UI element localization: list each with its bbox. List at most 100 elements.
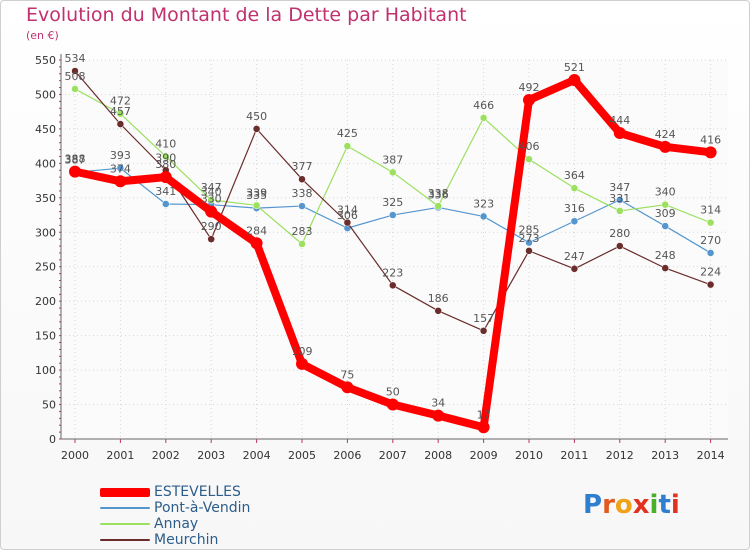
data-point-estevelles [659,140,672,153]
x-tick-label: 2012 [606,449,634,462]
plot-area [61,60,728,439]
x-tick-label: 2010 [515,449,543,462]
x-tick-label: 2006 [333,449,361,462]
data-label-pont-vendin: 340 [201,186,222,199]
data-label-pont-vendin: 341 [155,185,176,198]
x-tick-label: 2009 [470,449,498,462]
data-label-pont-vendin: 387 [65,153,86,166]
data-point-pont-vendin [162,200,170,208]
data-label-estevelles: 75 [340,368,354,381]
data-point-pont-vendin [116,164,125,172]
data-label-annay: 364 [564,169,585,182]
data-point-meurchin [298,175,306,183]
chart-legend: ESTEVELLES Pont-à-Vendin Annay Meurchin [100,484,250,548]
data-label-estevelles: 444 [609,114,630,127]
data-point-annay [616,207,624,215]
data-point-estevelles [568,73,581,86]
logo-letter: i [649,490,659,520]
data-point-annay [706,218,715,227]
data-point-annay [570,184,579,192]
data-point-annay [71,85,79,93]
data-label-estevelles: 17 [477,408,491,421]
data-point-annay [162,152,170,161]
data-point-annay [207,196,215,204]
data-point-pont-vendin [616,196,624,204]
x-tick-label: 2014 [697,449,725,462]
legend-item-annay: Annay [100,516,250,532]
data-label-estevelles: 284 [246,224,267,237]
data-point-estevelles [523,93,535,106]
data-point-estevelles [477,421,490,434]
data-label-pont-vendin: 338 [292,187,313,200]
data-point-pont-vendin [661,222,669,230]
legend-label-annay: Annay [154,516,199,532]
data-point-estevelles [205,205,218,218]
data-label-meurchin: 247 [564,250,585,263]
legend-item-estevelles: ESTEVELLES [100,484,250,500]
data-label-annay: 410 [155,137,176,150]
data-point-meurchin [661,264,669,272]
data-point-annay [525,155,533,163]
data-label-meurchin: 248 [655,249,676,262]
data-point-meurchin [343,218,352,227]
data-label-annay: 425 [337,127,358,140]
x-tick-label: 2008 [424,449,452,462]
logo-letter: t [658,490,671,520]
x-tick-label: 2011 [560,449,588,462]
data-label-estevelles: 388 [65,153,86,166]
data-point-pont-vendin [570,217,579,225]
logo-letter: r [602,490,615,520]
data-label-annay: 339 [246,186,267,199]
data-point-pont-vendin [525,238,533,247]
data-point-annay [479,114,488,122]
data-label-annay: 338 [428,187,449,200]
data-label-meurchin: 457 [110,105,131,118]
data-label-pont-vendin: 335 [246,189,267,202]
data-point-meurchin [706,280,715,289]
data-point-annay [252,201,261,210]
logo-letter: o [614,490,633,520]
data-label-pont-vendin: 323 [473,197,494,210]
legend-item-meurchin: Meurchin [100,532,250,548]
data-point-meurchin [71,67,79,75]
data-point-meurchin [252,125,261,133]
data-label-meurchin: 390 [155,151,176,164]
data-point-annay [116,109,125,118]
proxiti-logo: Proxiti [583,490,680,520]
legend-label-pont-a-vendin: Pont-à-Vendin [154,500,251,516]
y-tick-label: 350 [35,192,56,205]
data-label-annay: 387 [382,153,403,166]
data-label-meurchin: 157 [473,312,494,325]
data-point-annay [434,202,442,210]
data-label-annay: 347 [201,181,222,194]
data-label-pont-vendin: 309 [655,207,676,220]
data-label-meurchin: 450 [246,110,267,123]
data-label-meurchin: 224 [700,266,721,279]
data-label-meurchin: 290 [201,220,222,233]
data-label-meurchin: 314 [337,204,358,217]
data-point-estevelles [296,357,308,370]
data-point-meurchin [116,120,125,128]
data-point-pont-vendin [706,249,715,257]
y-tick-label: 500 [35,88,56,101]
legend-item-pont-a-vendin: Pont-à-Vendin [100,500,250,516]
data-point-estevelles [159,171,172,184]
data-point-pont-vendin [389,211,397,219]
data-point-meurchin [207,235,215,243]
data-label-estevelles: 34 [431,397,445,410]
data-label-pont-vendin: 325 [382,196,403,209]
y-tick-label: 100 [35,364,56,377]
y-tick-label: 400 [35,157,56,170]
data-label-estevelles: 109 [292,345,313,358]
data-label-annay: 331 [609,192,630,205]
data-point-annay [389,168,397,177]
y-tick-label: 150 [35,330,56,343]
data-label-pont-vendin: 393 [110,149,131,162]
y-tick-label: 250 [35,261,56,274]
x-tick-label: 2005 [288,449,316,462]
y-tick-label: 300 [35,226,56,239]
legend-swatch-estevelles [100,487,150,497]
logo-letter: i [670,490,680,520]
data-point-estevelles [250,237,263,250]
